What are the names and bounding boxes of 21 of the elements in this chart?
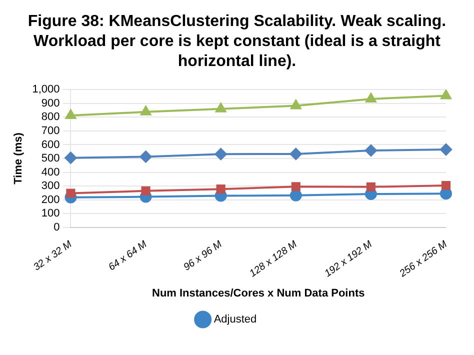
chart-title: Figure 38: KMeansClustering Scalability. Weak scaling. Workload per core is kept constant (ideal is a straight horizontal line). bbox=[26, 12, 448, 72]
y-tick-label: 400 bbox=[41, 166, 60, 178]
y-tick-label: 700 bbox=[41, 124, 60, 137]
x-tick-label: 192 x 192 M bbox=[322, 238, 375, 280]
y-tick-label: 200 bbox=[41, 194, 60, 206]
y-tick-label: 500 bbox=[41, 152, 60, 165]
y-tick-label: 100 bbox=[41, 208, 60, 220]
x-tick-label: 32 x 32 M bbox=[32, 238, 75, 274]
y-tick-label: 800 bbox=[41, 111, 60, 124]
legend-label: Adjusted bbox=[214, 314, 257, 326]
y-axis-title: Time (ms) bbox=[12, 132, 25, 184]
y-tick-label: 300 bbox=[41, 180, 60, 192]
y-tick-label: 1,000 bbox=[32, 84, 60, 96]
x-tick-label: 256 x 256 M bbox=[397, 238, 450, 280]
y-tick-label: 0 bbox=[54, 221, 60, 234]
x-tick-label: 64 x 64 M bbox=[106, 238, 150, 274]
x-tick-label: 128 x 128 M bbox=[248, 238, 300, 280]
y-tick-label: 900 bbox=[41, 97, 60, 110]
x-axis-title: Num Instances/Cores x Num Data Points bbox=[152, 287, 365, 300]
x-tick-label: 96 x 96 M bbox=[182, 238, 225, 274]
y-tick-label: 600 bbox=[41, 138, 60, 151]
